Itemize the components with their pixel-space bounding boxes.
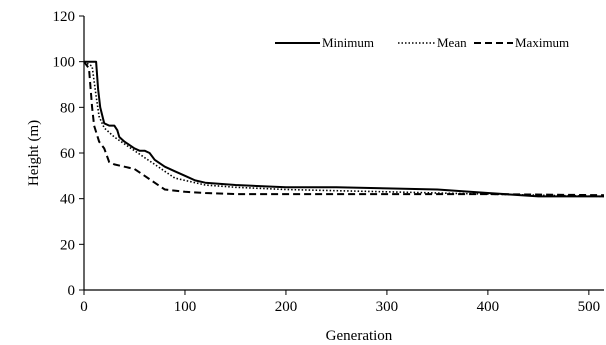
- y-tick-label: 20: [60, 237, 75, 253]
- x-tick-label: 400: [477, 299, 500, 315]
- x-tick-label: 200: [275, 299, 298, 315]
- series-line-mean: [83, 61, 605, 198]
- y-tick-label: 80: [60, 100, 75, 116]
- x-tick-label: 0: [80, 299, 88, 315]
- y-tick-label: 120: [53, 9, 76, 25]
- x-tick-label: 300: [376, 299, 399, 315]
- y-tick-label: 100: [53, 55, 76, 71]
- x-tick-label: 100: [174, 299, 197, 315]
- x-tick-label: 500: [578, 299, 601, 315]
- series-layer: [83, 60, 605, 198]
- y-axis-title: Height (m): [26, 120, 42, 186]
- axes: 0 20 40 60 80 100 120 0 100 200 300 400 500: [53, 9, 604, 315]
- series-line-maximum: [83, 61, 605, 197]
- series-line-minimum: [84, 60, 604, 198]
- x-axis-title: Generation: [326, 328, 393, 344]
- legend-label-minimum: Minimum: [322, 35, 374, 50]
- legend: Minimum Mean Maximum: [275, 35, 569, 50]
- y-tick-label: 40: [60, 192, 75, 208]
- legend-label-maximum: Maximum: [515, 35, 569, 50]
- y-tick-label: 0: [68, 283, 76, 299]
- legend-label-mean: Mean: [437, 35, 467, 50]
- y-tick-label: 60: [60, 146, 75, 162]
